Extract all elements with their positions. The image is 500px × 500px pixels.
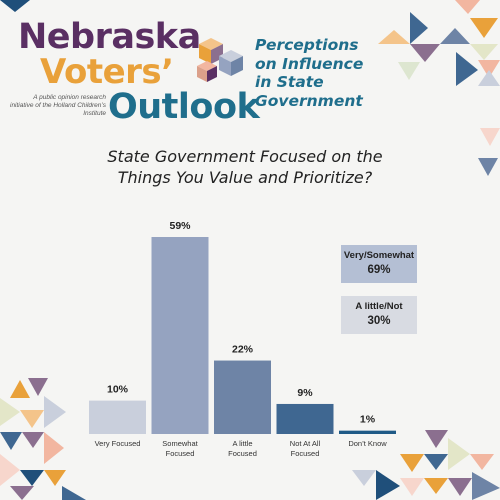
category-label: Focused — [291, 449, 320, 458]
chart-title-line-2: Things You Value and Prioritize? — [117, 167, 373, 187]
category-label: Focused — [166, 449, 195, 458]
bar-value-label: 22% — [232, 344, 254, 356]
cubes-logo-icon — [197, 38, 243, 82]
brand-title-voters: Voters’ — [40, 52, 174, 92]
brand-tagline: A public opinion research initiative of … — [10, 94, 106, 118]
summary-label: Very/Somewhat — [343, 250, 415, 262]
summary-box-very-somewhat: Very/Somewhat 69% — [341, 245, 417, 283]
category-label: Somewhat — [162, 439, 198, 448]
summary-value: 30% — [367, 314, 391, 327]
summary-label: A little/Not — [355, 301, 403, 313]
bar — [339, 430, 396, 434]
summary-box-little-not: A little/Not 30% — [341, 296, 417, 334]
bar-value-label: 9% — [297, 387, 313, 399]
category-label: Don’t Know — [348, 439, 387, 448]
category-label: A little — [232, 439, 252, 448]
bar — [276, 403, 334, 434]
bar — [151, 237, 209, 434]
category-label: Not At All — [290, 439, 321, 448]
summary-value: 69% — [367, 263, 391, 276]
category-label: Focused — [228, 449, 257, 458]
chart-title-line-1: State Government Focused on the — [107, 147, 383, 166]
bar-value-label: 10% — [107, 384, 129, 396]
chart-title: State Government Focused on the Things Y… — [80, 147, 410, 189]
brand-title-outlook: Outlook — [108, 87, 260, 127]
bar — [214, 360, 271, 434]
bar-value-label: 1% — [360, 414, 376, 426]
category-label: Very Focused — [95, 439, 141, 448]
bar — [89, 400, 146, 434]
page-heading: Perceptions on Influence in State Govern… — [255, 36, 364, 110]
brand-title-nebraska: Nebraska — [18, 17, 201, 57]
bar-value-label: 59% — [169, 220, 191, 232]
